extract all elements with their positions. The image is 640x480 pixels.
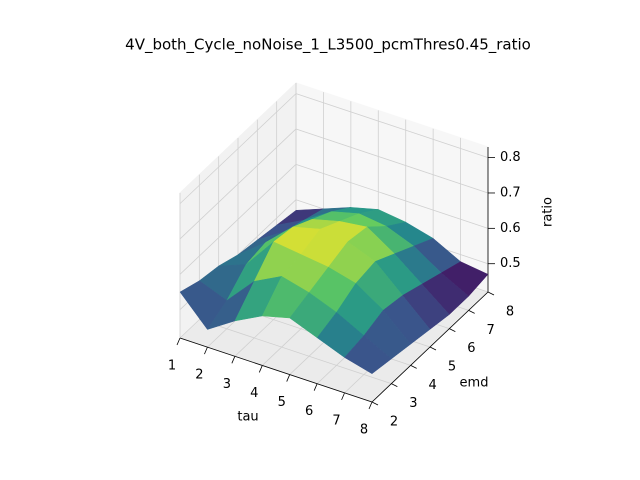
y-tick — [429, 346, 437, 351]
x-tick-label: 8 — [360, 423, 368, 438]
x-tick — [341, 392, 345, 401]
x-tick-label: 4 — [250, 386, 258, 401]
y-tick-label: 8 — [506, 305, 514, 320]
x-tick-label: 6 — [305, 404, 313, 419]
y-tick-label: 3 — [409, 396, 417, 411]
x-axis — [179, 337, 373, 403]
grid-line — [295, 163, 489, 229]
grid-line — [179, 164, 297, 275]
z-tick-label: 0.6 — [500, 221, 521, 236]
y-tick — [449, 328, 456, 333]
x-tick-label: 2 — [195, 368, 203, 383]
x-tick — [313, 383, 318, 391]
y-tick-label: 2 — [390, 415, 398, 430]
chart-title: 4V_both_Cycle_noNoise_1_L3500_pcmThres0.… — [125, 36, 531, 55]
z-tick-label: 0.7 — [500, 185, 521, 200]
x-tick — [286, 374, 291, 382]
grid-line — [179, 93, 297, 204]
grid-line — [295, 93, 489, 158]
y-tick — [410, 364, 417, 369]
z-axis-label: ratio — [541, 197, 556, 227]
z-tick-label: 0.8 — [500, 150, 521, 165]
x-axis-label: tau — [237, 410, 258, 425]
y-tick-label: 5 — [448, 360, 456, 375]
y-tick — [468, 309, 475, 314]
x-tick-label: 3 — [223, 377, 231, 392]
y-axis — [371, 291, 489, 403]
y-tick — [391, 383, 398, 388]
grid-line — [179, 128, 297, 240]
x-tick — [176, 337, 181, 346]
y-tick-label: 4 — [429, 378, 437, 393]
grid-line — [295, 128, 489, 194]
y-axis-label: emd — [460, 376, 489, 391]
x-tick — [368, 401, 373, 410]
y-tick — [487, 291, 495, 296]
grid-line — [199, 319, 392, 385]
x-tick-label: 1 — [168, 359, 176, 374]
x-tick-label: 5 — [278, 395, 286, 410]
surface-patch — [344, 335, 392, 375]
x-tick — [231, 356, 236, 364]
x-tick — [204, 346, 208, 355]
x-tick-label: 7 — [332, 413, 340, 428]
x-tick — [258, 365, 263, 373]
y-tick-label: 6 — [467, 341, 475, 356]
y-tick — [371, 401, 379, 406]
z-tick-label: 0.5 — [500, 256, 521, 271]
y-tick-label: 7 — [487, 323, 495, 338]
